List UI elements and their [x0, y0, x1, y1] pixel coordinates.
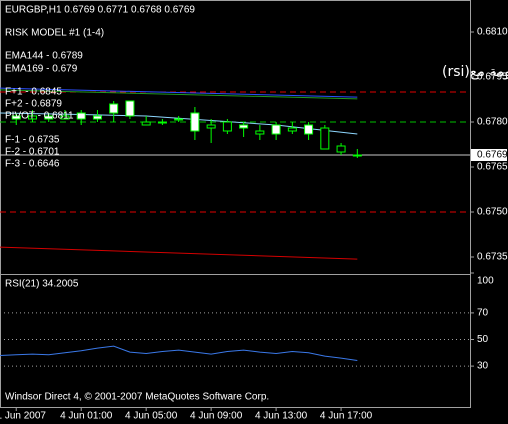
- annotation: F+1 - 0.6845: [5, 87, 62, 98]
- annotation: F-3 - 0.6646: [5, 159, 60, 170]
- indicator-line: [0, 246, 358, 260]
- candle-body: [336, 145, 346, 153]
- candle-body: [206, 124, 216, 129]
- candle-body: [76, 112, 86, 120]
- candle-body: [304, 124, 314, 135]
- indicator-line: [0, 87, 358, 98]
- rsi-title: RSI(21) 34.2005: [5, 279, 79, 290]
- x-tick-label: 4 Jun 13:00: [255, 411, 308, 422]
- bid-box: [471, 149, 507, 161]
- candle-body: [141, 121, 151, 126]
- annotation: EMA144 - 0.6789: [5, 51, 83, 62]
- indicator-line: [0, 89, 358, 100]
- candle-body: [60, 115, 70, 120]
- x-tick-label: 1 Jun 2007: [0, 411, 46, 422]
- footer: Windsor Direct 4, © 2001-2007 MetaQuotes…: [5, 392, 269, 403]
- y-tick-label: 50: [477, 334, 489, 345]
- candle-body: [174, 118, 184, 121]
- candle-body: [222, 121, 232, 132]
- x-tick-label: 4 Jun 05:00: [125, 411, 178, 422]
- candle-body: [271, 124, 281, 135]
- candle-body: [320, 127, 330, 150]
- x-tick-label: 4 Jun 09:00: [190, 411, 243, 422]
- candle-body: [352, 154, 362, 157]
- candle-body: [44, 115, 54, 120]
- y-tick-label: 0.6750: [477, 207, 508, 218]
- annotation: F-1 - 0.6735: [5, 135, 60, 146]
- candle-body: [109, 103, 119, 114]
- rsi-line: [0, 345, 358, 362]
- candle-body: [11, 115, 21, 120]
- y-tick-label: 0.6795: [477, 72, 508, 83]
- y-tick-label: 0.6765: [477, 162, 508, 173]
- x-tick-label: 4 Jun 01:00: [60, 411, 113, 422]
- plot-layer: [0, 87, 470, 367]
- frame: [0, 0, 471, 408]
- chart-header: EURGBP,H1 0.6769 0.6771 0.6768 0.6769: [5, 5, 195, 16]
- annotation: F-2 - 0.6701: [5, 147, 60, 158]
- y-tick-label: 30: [477, 361, 489, 372]
- x-tick-label: 4 Jun 17:00: [320, 411, 373, 422]
- y-tick-label: 0.6810: [477, 27, 508, 38]
- annotation: PIVOT - 0.6811: [5, 111, 74, 122]
- candle-body: [190, 112, 200, 132]
- chart-title: استراتيجية الدعم والمقاومة مع(rsi): [442, 64, 508, 80]
- candle-body: [239, 124, 249, 129]
- annotation: RISK MODEL #1 (1-4): [5, 28, 104, 39]
- bid-label: 0.6769: [477, 150, 508, 161]
- candle-body: [125, 100, 135, 117]
- y-tick-label: 0.6780: [477, 117, 508, 128]
- candle-body: [27, 115, 37, 120]
- annotation: F+2 - 0.6879: [5, 99, 62, 110]
- candle-body: [255, 130, 265, 135]
- candle-body: [287, 127, 297, 132]
- annotation: EMA169 - 0.679: [5, 64, 78, 75]
- y-tick-label: 0.6735: [477, 252, 508, 263]
- y-tick-label: 100: [477, 276, 494, 287]
- candle-body: [157, 121, 167, 124]
- candle-body: [92, 115, 102, 120]
- y-tick-label: 70: [477, 308, 489, 319]
